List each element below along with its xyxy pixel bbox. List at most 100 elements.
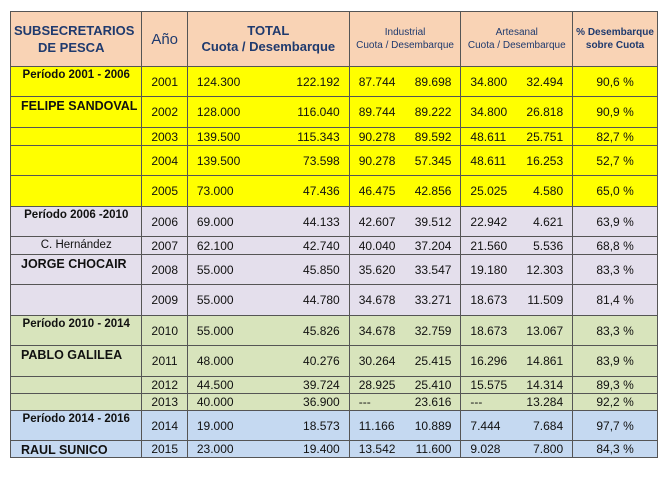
total-desembarque: 42.740 <box>303 238 340 253</box>
row-year: 2008 <box>141 254 188 285</box>
row-percentage: 65,0 % <box>572 175 658 207</box>
header-year: Año <box>141 11 188 67</box>
row-artesanal: 22.942 4.621 <box>460 206 574 237</box>
row-label <box>9 145 143 176</box>
row-total: 139.500 115.343 <box>186 127 350 146</box>
row-label: JORGE CHOCAIR <box>9 254 143 285</box>
header-artesanal: Artesanal Cuota / Desembarque <box>460 11 574 67</box>
header-row: SUBSECRETARIOS DE PESCA Año TOTAL Cuota / … <box>9 11 658 67</box>
artesanal-cuota: 22.942 <box>470 214 508 229</box>
industrial-desembarque: 33.271 <box>414 293 452 307</box>
row-artesanal: 21.560 5.536 <box>460 236 574 255</box>
row-percentage: 63,9 % <box>572 206 658 237</box>
row-year: 2004 <box>141 145 188 176</box>
artesanal-desembarque: 4.621 <box>533 214 564 229</box>
artesanal-desembarque: 13.284 <box>526 395 564 409</box>
total-desembarque: 45.826 <box>303 323 340 338</box>
artesanal-cuota: 48.611 <box>470 129 507 144</box>
total-desembarque: 44.133 <box>303 214 340 229</box>
row-artesanal: 9.028 7.800 <box>460 440 574 458</box>
total-cuota: 69.000 <box>196 214 234 229</box>
row-percentage: 83,3 % <box>572 254 658 285</box>
row-percentage: 68,8 % <box>572 236 658 255</box>
total-cuota: 73.000 <box>196 184 234 198</box>
row-total: 55.000 45.850 <box>186 254 350 285</box>
row-artesanal: 34.800 32.494 <box>460 66 574 97</box>
total-desembarque: 18.573 <box>303 418 340 433</box>
industrial-desembarque: 33.547 <box>414 262 452 277</box>
row-year: 2013 <box>141 393 188 411</box>
fishing-quota-table: SUBSECRETARIOS DE PESCA Año TOTAL Cuota / … <box>9 11 658 458</box>
row-artesanal: 18.673 13.067 <box>460 315 574 346</box>
table-row: 2004 139.500 73.598 90.278 57.345 48.611 16.25… <box>9 145 658 176</box>
row-industrial: 34.678 32.759 <box>348 315 462 346</box>
total-cuota: 23.000 <box>196 442 234 456</box>
artesanal-desembarque: 14.314 <box>526 378 564 392</box>
row-label: FELIPE SANDOVAL <box>9 96 143 128</box>
table-row: 2009 55.000 44.780 34.678 33.271 18.673 11.509… <box>9 284 658 316</box>
row-industrial: 40.040 37.204 <box>348 236 462 255</box>
total-cuota: 48.000 <box>196 354 234 368</box>
row-label: PABLO GALILEA <box>9 345 143 377</box>
row-total: 23.000 19.400 <box>186 440 350 458</box>
table-row: FELIPE SANDOVAL 2002 128.000 116.040 89.744 8… <box>9 96 658 128</box>
row-total: 62.100 42.740 <box>186 236 350 255</box>
artesanal-desembarque: 13.067 <box>526 323 564 338</box>
table-row: JORGE CHOCAIR 2008 55.000 45.850 35.620 33.54… <box>9 254 658 285</box>
row-label <box>9 127 143 146</box>
header-percentage: % Desembarque sobre Cuota <box>572 11 658 67</box>
artesanal-cuota: 7.444 <box>470 418 501 433</box>
row-percentage: 82,7 % <box>572 127 658 146</box>
total-desembarque: 116.040 <box>297 105 340 119</box>
row-percentage: 81,4 % <box>572 284 658 316</box>
industrial-cuota: 30.264 <box>358 354 396 368</box>
industrial-desembarque: 37.204 <box>414 238 452 253</box>
row-artesanal: 15.575 14.314 <box>460 376 574 394</box>
row-total: 124.300 122.192 <box>186 66 350 97</box>
row-label <box>9 393 143 411</box>
row-industrial: 87.744 89.698 <box>348 66 462 97</box>
total-desembarque: 40.276 <box>303 354 340 368</box>
row-total: 48.000 40.276 <box>186 345 350 377</box>
total-desembarque: 115.343 <box>297 129 340 144</box>
total-cuota: 128.000 <box>196 105 241 119</box>
row-artesanal: 19.180 12.303 <box>460 254 574 285</box>
row-label <box>9 284 143 316</box>
row-label: Período 2014 - 2016 <box>9 410 143 441</box>
total-cuota: 55.000 <box>196 262 234 277</box>
industrial-cuota: 11.166 <box>358 418 395 433</box>
table-row: 2003 139.500 115.343 90.278 89.592 48.611 25.7… <box>9 127 658 146</box>
artesanal-cuota: 34.800 <box>470 74 508 89</box>
artesanal-desembarque: 14.861 <box>526 354 564 368</box>
row-year: 2005 <box>141 175 188 207</box>
row-industrial: 46.475 42.856 <box>348 175 462 207</box>
total-cuota: 139.500 <box>196 153 241 168</box>
industrial-desembarque: 89.592 <box>414 129 452 144</box>
total-cuota: 55.000 <box>196 293 234 307</box>
row-industrial: --- 23.616 <box>348 393 462 411</box>
total-cuota: 55.000 <box>196 323 234 338</box>
total-desembarque: 122.192 <box>296 74 340 89</box>
row-label <box>9 376 143 394</box>
header-industrial: Industrial Cuota / Desembarque <box>348 11 462 67</box>
row-total: 139.500 73.598 <box>186 145 350 176</box>
row-percentage: 89,3 % <box>572 376 658 394</box>
artesanal-cuota: 18.673 <box>470 293 508 307</box>
row-year: 2012 <box>141 376 188 394</box>
industrial-cuota: 13.542 <box>358 442 396 456</box>
row-year: 2006 <box>141 206 188 237</box>
row-year: 2015 <box>141 440 188 458</box>
row-total: 55.000 45.826 <box>186 315 350 346</box>
artesanal-cuota: 18.673 <box>470 323 508 338</box>
row-label: Período 2006 -2010 <box>9 206 143 237</box>
artesanal-desembarque: 5.536 <box>533 238 564 253</box>
row-total: 19.000 18.573 <box>186 410 350 441</box>
row-industrial: 90.278 89.592 <box>348 127 462 146</box>
industrial-cuota: 42.607 <box>358 214 396 229</box>
row-percentage: 92,2 % <box>572 393 658 411</box>
row-percentage: 90,6 % <box>572 66 658 97</box>
header-subsecretarios: SUBSECRETARIOS DE PESCA <box>9 11 143 67</box>
industrial-cuota: 46.475 <box>358 184 396 198</box>
table-row: 2013 40.000 36.900 --- 23.616 --- 13.284 92,2 % <box>9 393 658 411</box>
header-total: TOTAL Cuota / Desembarque <box>186 11 350 67</box>
